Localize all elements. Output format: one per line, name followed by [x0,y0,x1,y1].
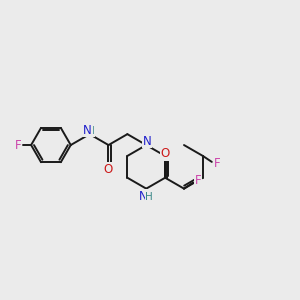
Text: H: H [145,192,153,202]
Text: F: F [213,158,220,170]
Text: F: F [15,139,22,152]
Text: F: F [195,174,201,187]
Text: N: N [83,124,92,137]
Text: O: O [160,147,170,160]
Text: N: N [143,135,152,148]
Text: O: O [104,163,113,176]
Text: H: H [87,126,94,136]
Text: N: N [139,190,148,203]
